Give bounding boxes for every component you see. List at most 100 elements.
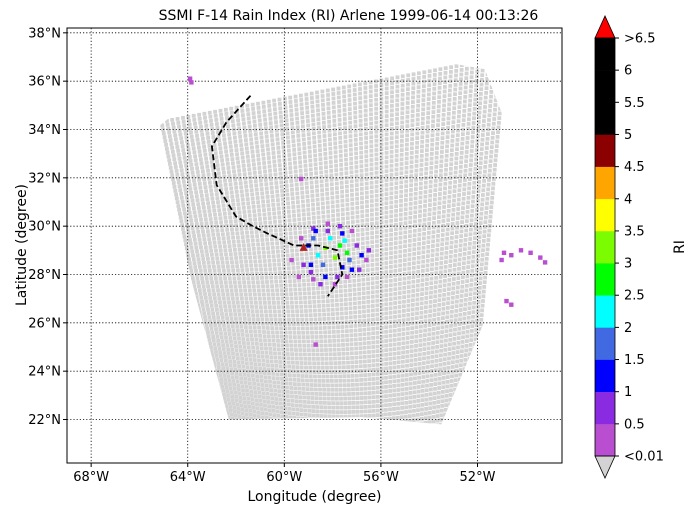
swath-pixel xyxy=(406,91,410,96)
swath-pixel xyxy=(470,209,475,213)
swath-pixel xyxy=(353,324,358,328)
swath-pixel xyxy=(384,380,388,385)
swath-pixel xyxy=(409,183,413,188)
swath-pixel xyxy=(355,396,360,401)
swath-pixel xyxy=(346,238,351,243)
swath-pixel xyxy=(358,337,363,341)
swath-pixel xyxy=(264,229,269,234)
swath-pixel xyxy=(438,76,442,81)
swath-pixel xyxy=(448,88,452,93)
swath-pixel xyxy=(229,340,233,344)
swath-pixel xyxy=(384,389,388,394)
swath-pixel xyxy=(371,336,375,340)
swath-pixel xyxy=(207,315,212,320)
swath-pixel xyxy=(363,382,368,387)
swath-pixel xyxy=(401,313,406,318)
swath-pixel xyxy=(280,343,285,348)
swath-pixel xyxy=(389,219,394,223)
swath-pixel xyxy=(287,326,292,331)
swath-pixel xyxy=(411,275,416,279)
swath-pixel xyxy=(367,377,372,382)
swath-pixel xyxy=(229,190,234,195)
swath-pixel xyxy=(359,396,364,400)
swath-pixel xyxy=(366,304,371,309)
swath-pixel xyxy=(429,383,433,387)
swath-pixel xyxy=(403,443,407,447)
swath-pixel xyxy=(322,138,327,143)
swath-pixel xyxy=(337,109,342,113)
swath-pixel xyxy=(440,150,444,154)
swath-pixel xyxy=(384,82,389,86)
swath-pixel xyxy=(450,138,455,143)
swath-pixel xyxy=(337,248,342,253)
swath-pixel xyxy=(439,427,443,431)
swath-pixel xyxy=(364,414,368,418)
swath-pixel xyxy=(368,437,372,441)
swath-pixel xyxy=(409,372,413,377)
swath-pixel xyxy=(429,373,434,378)
swath-pixel xyxy=(436,229,441,234)
swath-pixel xyxy=(328,160,333,164)
swath-pixel xyxy=(181,227,185,231)
swath-pixel xyxy=(293,386,298,391)
swath-pixel xyxy=(439,168,443,173)
swath-pixel xyxy=(240,329,244,333)
swath-pixel xyxy=(423,440,427,444)
swath-pixel xyxy=(247,171,252,176)
swath-pixel xyxy=(186,147,191,152)
swath-pixel xyxy=(230,194,235,199)
swath-pixel xyxy=(239,227,244,231)
swath-pixel xyxy=(437,95,442,100)
swath-pixel xyxy=(278,110,283,115)
swath-pixel xyxy=(376,404,380,408)
swath-pixel xyxy=(334,379,338,383)
swath-pixel xyxy=(457,114,461,119)
swath-pixel xyxy=(323,152,328,156)
swath-pixel xyxy=(206,229,210,234)
swath-pixel xyxy=(166,126,171,131)
swath-pixel xyxy=(208,213,212,217)
swath-pixel xyxy=(403,424,408,425)
swath-pixel xyxy=(249,263,254,268)
swath-pixel xyxy=(254,136,259,141)
swath-pixel xyxy=(248,357,253,362)
swath-pixel xyxy=(293,169,298,174)
swath-pixel xyxy=(394,199,399,204)
swath-pixel xyxy=(305,260,309,265)
swath-pixel xyxy=(264,134,269,139)
swath-pixel xyxy=(240,197,245,202)
swath-pixel xyxy=(265,359,270,363)
swath-pixel xyxy=(464,150,469,154)
swath-pixel xyxy=(250,102,255,107)
swath-pixel xyxy=(435,414,440,418)
swath-pixel xyxy=(317,219,321,224)
swath-pixel xyxy=(384,436,388,440)
swath-pixel xyxy=(331,213,335,218)
swath-pixel xyxy=(208,217,213,221)
swath-pixel xyxy=(239,376,243,381)
swath-pixel xyxy=(283,322,287,326)
swath-pixel xyxy=(477,115,481,120)
swath-pixel xyxy=(416,85,421,90)
swath-pixel xyxy=(204,272,208,277)
swath-pixel xyxy=(346,225,350,230)
swath-pixel xyxy=(409,155,414,160)
swath-pixel xyxy=(388,416,392,421)
swath-pixel xyxy=(371,381,376,386)
swath-pixel xyxy=(434,155,439,160)
swath-pixel xyxy=(405,133,409,138)
swath-pixel xyxy=(374,106,379,111)
swath-pixel xyxy=(287,157,292,162)
swath-pixel xyxy=(447,93,452,98)
swath-pixel xyxy=(380,390,384,394)
swath-pixel xyxy=(424,300,428,305)
swath-pixel xyxy=(267,408,272,413)
swath-pixel xyxy=(206,205,211,209)
swath-pixel xyxy=(356,237,360,242)
swath-pixel xyxy=(328,146,333,151)
swath-pixel xyxy=(411,81,416,86)
swath-pixel xyxy=(465,136,470,140)
swath-pixel xyxy=(271,198,275,203)
swath-pixel xyxy=(259,346,264,351)
swath-pixel xyxy=(384,141,389,146)
